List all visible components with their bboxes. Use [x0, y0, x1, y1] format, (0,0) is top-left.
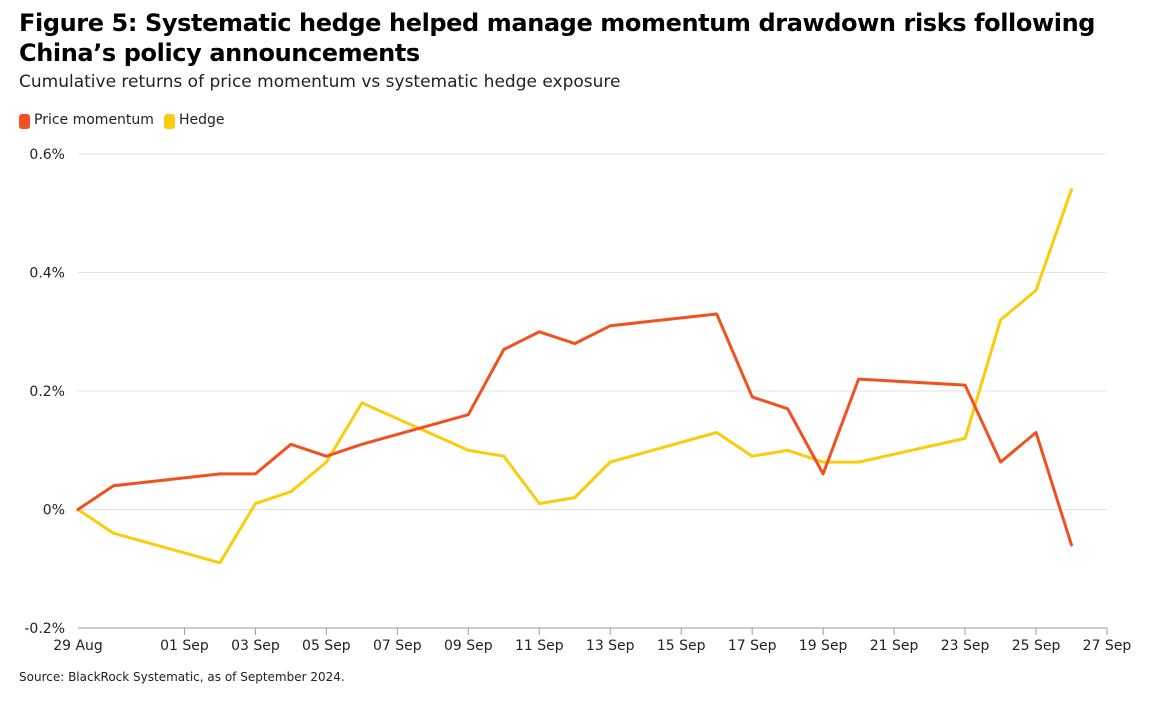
legend: Price momentum Hedge — [19, 111, 224, 129]
gridlines — [78, 153, 1107, 629]
y-tick-label: 0.2% — [29, 384, 65, 400]
x-tick-label: 25 Sep — [1012, 638, 1061, 654]
x-tick-label: 03 Sep — [231, 638, 280, 654]
x-tick-label: 19 Sep — [799, 638, 848, 654]
y-tick-label: 0% — [43, 503, 65, 519]
legend-item-hedge: Hedge — [163, 111, 225, 129]
x-tick-label: 15 Sep — [657, 638, 706, 654]
x-tick-label: 23 Sep — [941, 638, 990, 654]
x-tick-label: 05 Sep — [302, 638, 351, 654]
x-axis: 29 Aug 01 Sep 03 Sep 05 Sep 07 Sep 09 Sep 11 S… — [53, 627, 1132, 654]
chart-title: Figure 5: Systematic hedge helped manage… — [19, 9, 1096, 67]
y-tick-label: 0.4% — [29, 266, 65, 282]
series-line-price-momentum — [76, 312, 1073, 547]
x-tick-label: 27 Sep — [1083, 638, 1132, 654]
y-axis-ticks: 0.6% 0.4% 0.2% 0% -0.2% — [24, 147, 65, 637]
x-tick-label: 13 Sep — [586, 638, 635, 654]
x-tick-label: 17 Sep — [728, 638, 777, 654]
legend-swatch-momentum — [19, 114, 30, 129]
y-tick-label: 0.6% — [29, 147, 65, 163]
x-tick-label: 29 Aug — [53, 638, 103, 654]
chart-subtitle: Cumulative returns of price momentum vs … — [19, 72, 621, 92]
y-tick-label: -0.2% — [24, 621, 65, 637]
x-tick-label: 21 Sep — [870, 638, 919, 654]
legend-label-hedge: Hedge — [178, 112, 225, 128]
series-line-hedge — [76, 188, 1073, 565]
legend-label-momentum: Price momentum — [34, 112, 154, 128]
series-lines — [76, 188, 1073, 565]
x-tick-label: 11 Sep — [515, 638, 564, 654]
legend-item-momentum: Price momentum — [19, 111, 154, 129]
legend-swatch-hedge — [163, 114, 175, 129]
x-tick-label: 09 Sep — [444, 638, 493, 654]
source-note: Source: BlackRock Systematic, as of Sept… — [19, 670, 345, 684]
x-tick-label: 01 Sep — [160, 638, 209, 654]
x-tick-label: 07 Sep — [373, 638, 422, 654]
